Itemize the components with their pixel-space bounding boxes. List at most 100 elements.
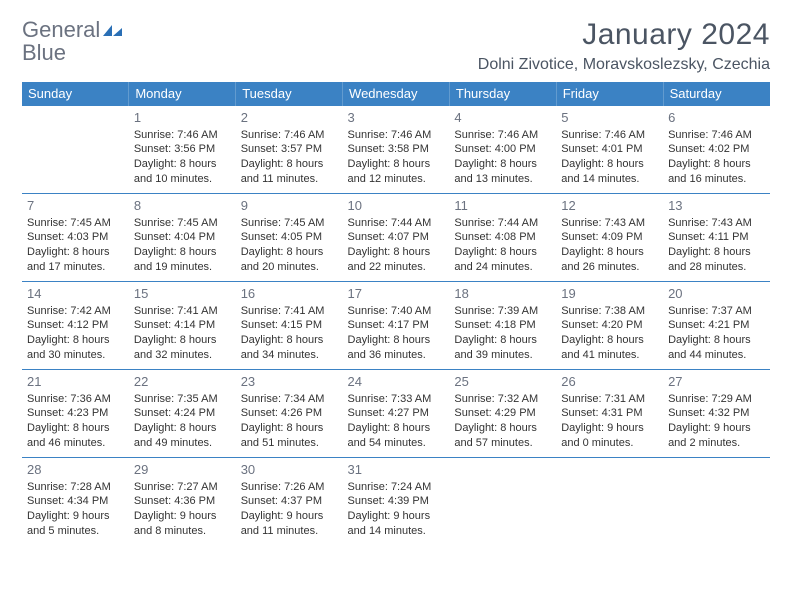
sunset-text: Sunset: 4:07 PM — [348, 230, 445, 245]
weekday-header: Wednesday — [343, 82, 450, 106]
calendar-day-cell: 20Sunrise: 7:37 AMSunset: 4:21 PMDayligh… — [663, 282, 770, 370]
daylight-text: Daylight: 8 hours — [241, 157, 338, 172]
day-number: 8 — [134, 197, 231, 215]
daylight-text: and 46 minutes. — [27, 436, 124, 451]
daylight-text: Daylight: 8 hours — [241, 333, 338, 348]
daylight-text: and 10 minutes. — [134, 172, 231, 187]
daylight-text: and 14 minutes. — [348, 524, 445, 539]
calendar-day-cell: 24Sunrise: 7:33 AMSunset: 4:27 PMDayligh… — [343, 370, 450, 458]
daylight-text: Daylight: 8 hours — [27, 421, 124, 436]
daylight-text: Daylight: 8 hours — [134, 157, 231, 172]
sunset-text: Sunset: 3:57 PM — [241, 142, 338, 157]
weekday-header: Thursday — [449, 82, 556, 106]
day-number: 3 — [348, 109, 445, 127]
daylight-text: Daylight: 9 hours — [241, 509, 338, 524]
sunrise-text: Sunrise: 7:37 AM — [668, 304, 765, 319]
day-number: 23 — [241, 373, 338, 391]
sunset-text: Sunset: 3:56 PM — [134, 142, 231, 157]
day-number: 27 — [668, 373, 765, 391]
sunset-text: Sunset: 4:20 PM — [561, 318, 658, 333]
calendar-day-cell: 9Sunrise: 7:45 AMSunset: 4:05 PMDaylight… — [236, 194, 343, 282]
day-number: 1 — [134, 109, 231, 127]
sunrise-text: Sunrise: 7:46 AM — [454, 128, 551, 143]
calendar-day-cell: 8Sunrise: 7:45 AMSunset: 4:04 PMDaylight… — [129, 194, 236, 282]
daylight-text: Daylight: 8 hours — [241, 421, 338, 436]
sunset-text: Sunset: 4:08 PM — [454, 230, 551, 245]
daylight-text: Daylight: 8 hours — [27, 245, 124, 260]
daylight-text: and 20 minutes. — [241, 260, 338, 275]
daylight-text: and 0 minutes. — [561, 436, 658, 451]
daylight-text: and 14 minutes. — [561, 172, 658, 187]
sunrise-text: Sunrise: 7:32 AM — [454, 392, 551, 407]
day-number: 11 — [454, 197, 551, 215]
daylight-text: and 8 minutes. — [134, 524, 231, 539]
sunset-text: Sunset: 4:29 PM — [454, 406, 551, 421]
day-number: 18 — [454, 285, 551, 303]
daylight-text: Daylight: 9 hours — [27, 509, 124, 524]
daylight-text: Daylight: 8 hours — [454, 421, 551, 436]
sunrise-text: Sunrise: 7:45 AM — [134, 216, 231, 231]
sunrise-text: Sunrise: 7:39 AM — [454, 304, 551, 319]
calendar-document: General Blue January 2024 Dolni Zivotice… — [0, 0, 792, 564]
daylight-text: and 17 minutes. — [27, 260, 124, 275]
calendar-day-cell: 18Sunrise: 7:39 AMSunset: 4:18 PMDayligh… — [449, 282, 556, 370]
daylight-text: and 41 minutes. — [561, 348, 658, 363]
weekday-header: Monday — [129, 82, 236, 106]
daylight-text: and 24 minutes. — [454, 260, 551, 275]
daylight-text: Daylight: 8 hours — [134, 333, 231, 348]
calendar-day-cell: 25Sunrise: 7:32 AMSunset: 4:29 PMDayligh… — [449, 370, 556, 458]
calendar-day-cell — [449, 458, 556, 546]
daylight-text: and 5 minutes. — [27, 524, 124, 539]
sunrise-text: Sunrise: 7:46 AM — [241, 128, 338, 143]
calendar-day-cell: 29Sunrise: 7:27 AMSunset: 4:36 PMDayligh… — [129, 458, 236, 546]
month-title: January 2024 — [478, 18, 770, 52]
day-number: 4 — [454, 109, 551, 127]
calendar-week-row: 1Sunrise: 7:46 AMSunset: 3:56 PMDaylight… — [22, 106, 770, 194]
daylight-text: Daylight: 8 hours — [348, 157, 445, 172]
day-number: 5 — [561, 109, 658, 127]
day-number: 29 — [134, 461, 231, 479]
sunset-text: Sunset: 4:32 PM — [668, 406, 765, 421]
sunrise-text: Sunrise: 7:29 AM — [668, 392, 765, 407]
daylight-text: Daylight: 8 hours — [454, 333, 551, 348]
daylight-text: Daylight: 8 hours — [561, 157, 658, 172]
calendar-day-cell: 23Sunrise: 7:34 AMSunset: 4:26 PMDayligh… — [236, 370, 343, 458]
sunrise-text: Sunrise: 7:27 AM — [134, 480, 231, 495]
logo-line1: General — [22, 18, 124, 41]
day-number: 31 — [348, 461, 445, 479]
daylight-text: and 51 minutes. — [241, 436, 338, 451]
daylight-text: Daylight: 8 hours — [348, 333, 445, 348]
calendar-week-row: 21Sunrise: 7:36 AMSunset: 4:23 PMDayligh… — [22, 370, 770, 458]
day-number: 19 — [561, 285, 658, 303]
sunrise-text: Sunrise: 7:46 AM — [561, 128, 658, 143]
day-number: 20 — [668, 285, 765, 303]
sunrise-text: Sunrise: 7:34 AM — [241, 392, 338, 407]
day-number: 15 — [134, 285, 231, 303]
sunrise-text: Sunrise: 7:46 AM — [348, 128, 445, 143]
calendar-day-cell: 1Sunrise: 7:46 AMSunset: 3:56 PMDaylight… — [129, 106, 236, 194]
daylight-text: and 13 minutes. — [454, 172, 551, 187]
daylight-text: and 57 minutes. — [454, 436, 551, 451]
daylight-text: Daylight: 8 hours — [668, 245, 765, 260]
sunrise-text: Sunrise: 7:36 AM — [27, 392, 124, 407]
header: General Blue January 2024 Dolni Zivotice… — [22, 18, 770, 74]
weekday-header: Tuesday — [236, 82, 343, 106]
sunset-text: Sunset: 4:14 PM — [134, 318, 231, 333]
calendar-day-cell: 17Sunrise: 7:40 AMSunset: 4:17 PMDayligh… — [343, 282, 450, 370]
daylight-text: Daylight: 8 hours — [348, 421, 445, 436]
sunrise-text: Sunrise: 7:41 AM — [134, 304, 231, 319]
sunrise-text: Sunrise: 7:24 AM — [348, 480, 445, 495]
title-block: January 2024 Dolni Zivotice, Moravskosle… — [478, 18, 770, 74]
sunrise-text: Sunrise: 7:31 AM — [561, 392, 658, 407]
sunset-text: Sunset: 4:15 PM — [241, 318, 338, 333]
sunrise-text: Sunrise: 7:45 AM — [27, 216, 124, 231]
sunrise-text: Sunrise: 7:40 AM — [348, 304, 445, 319]
daylight-text: and 34 minutes. — [241, 348, 338, 363]
logo: General Blue — [22, 18, 124, 64]
day-number: 2 — [241, 109, 338, 127]
weekday-header: Friday — [556, 82, 663, 106]
daylight-text: Daylight: 9 hours — [134, 509, 231, 524]
day-number: 24 — [348, 373, 445, 391]
day-number: 14 — [27, 285, 124, 303]
calendar-day-cell: 12Sunrise: 7:43 AMSunset: 4:09 PMDayligh… — [556, 194, 663, 282]
